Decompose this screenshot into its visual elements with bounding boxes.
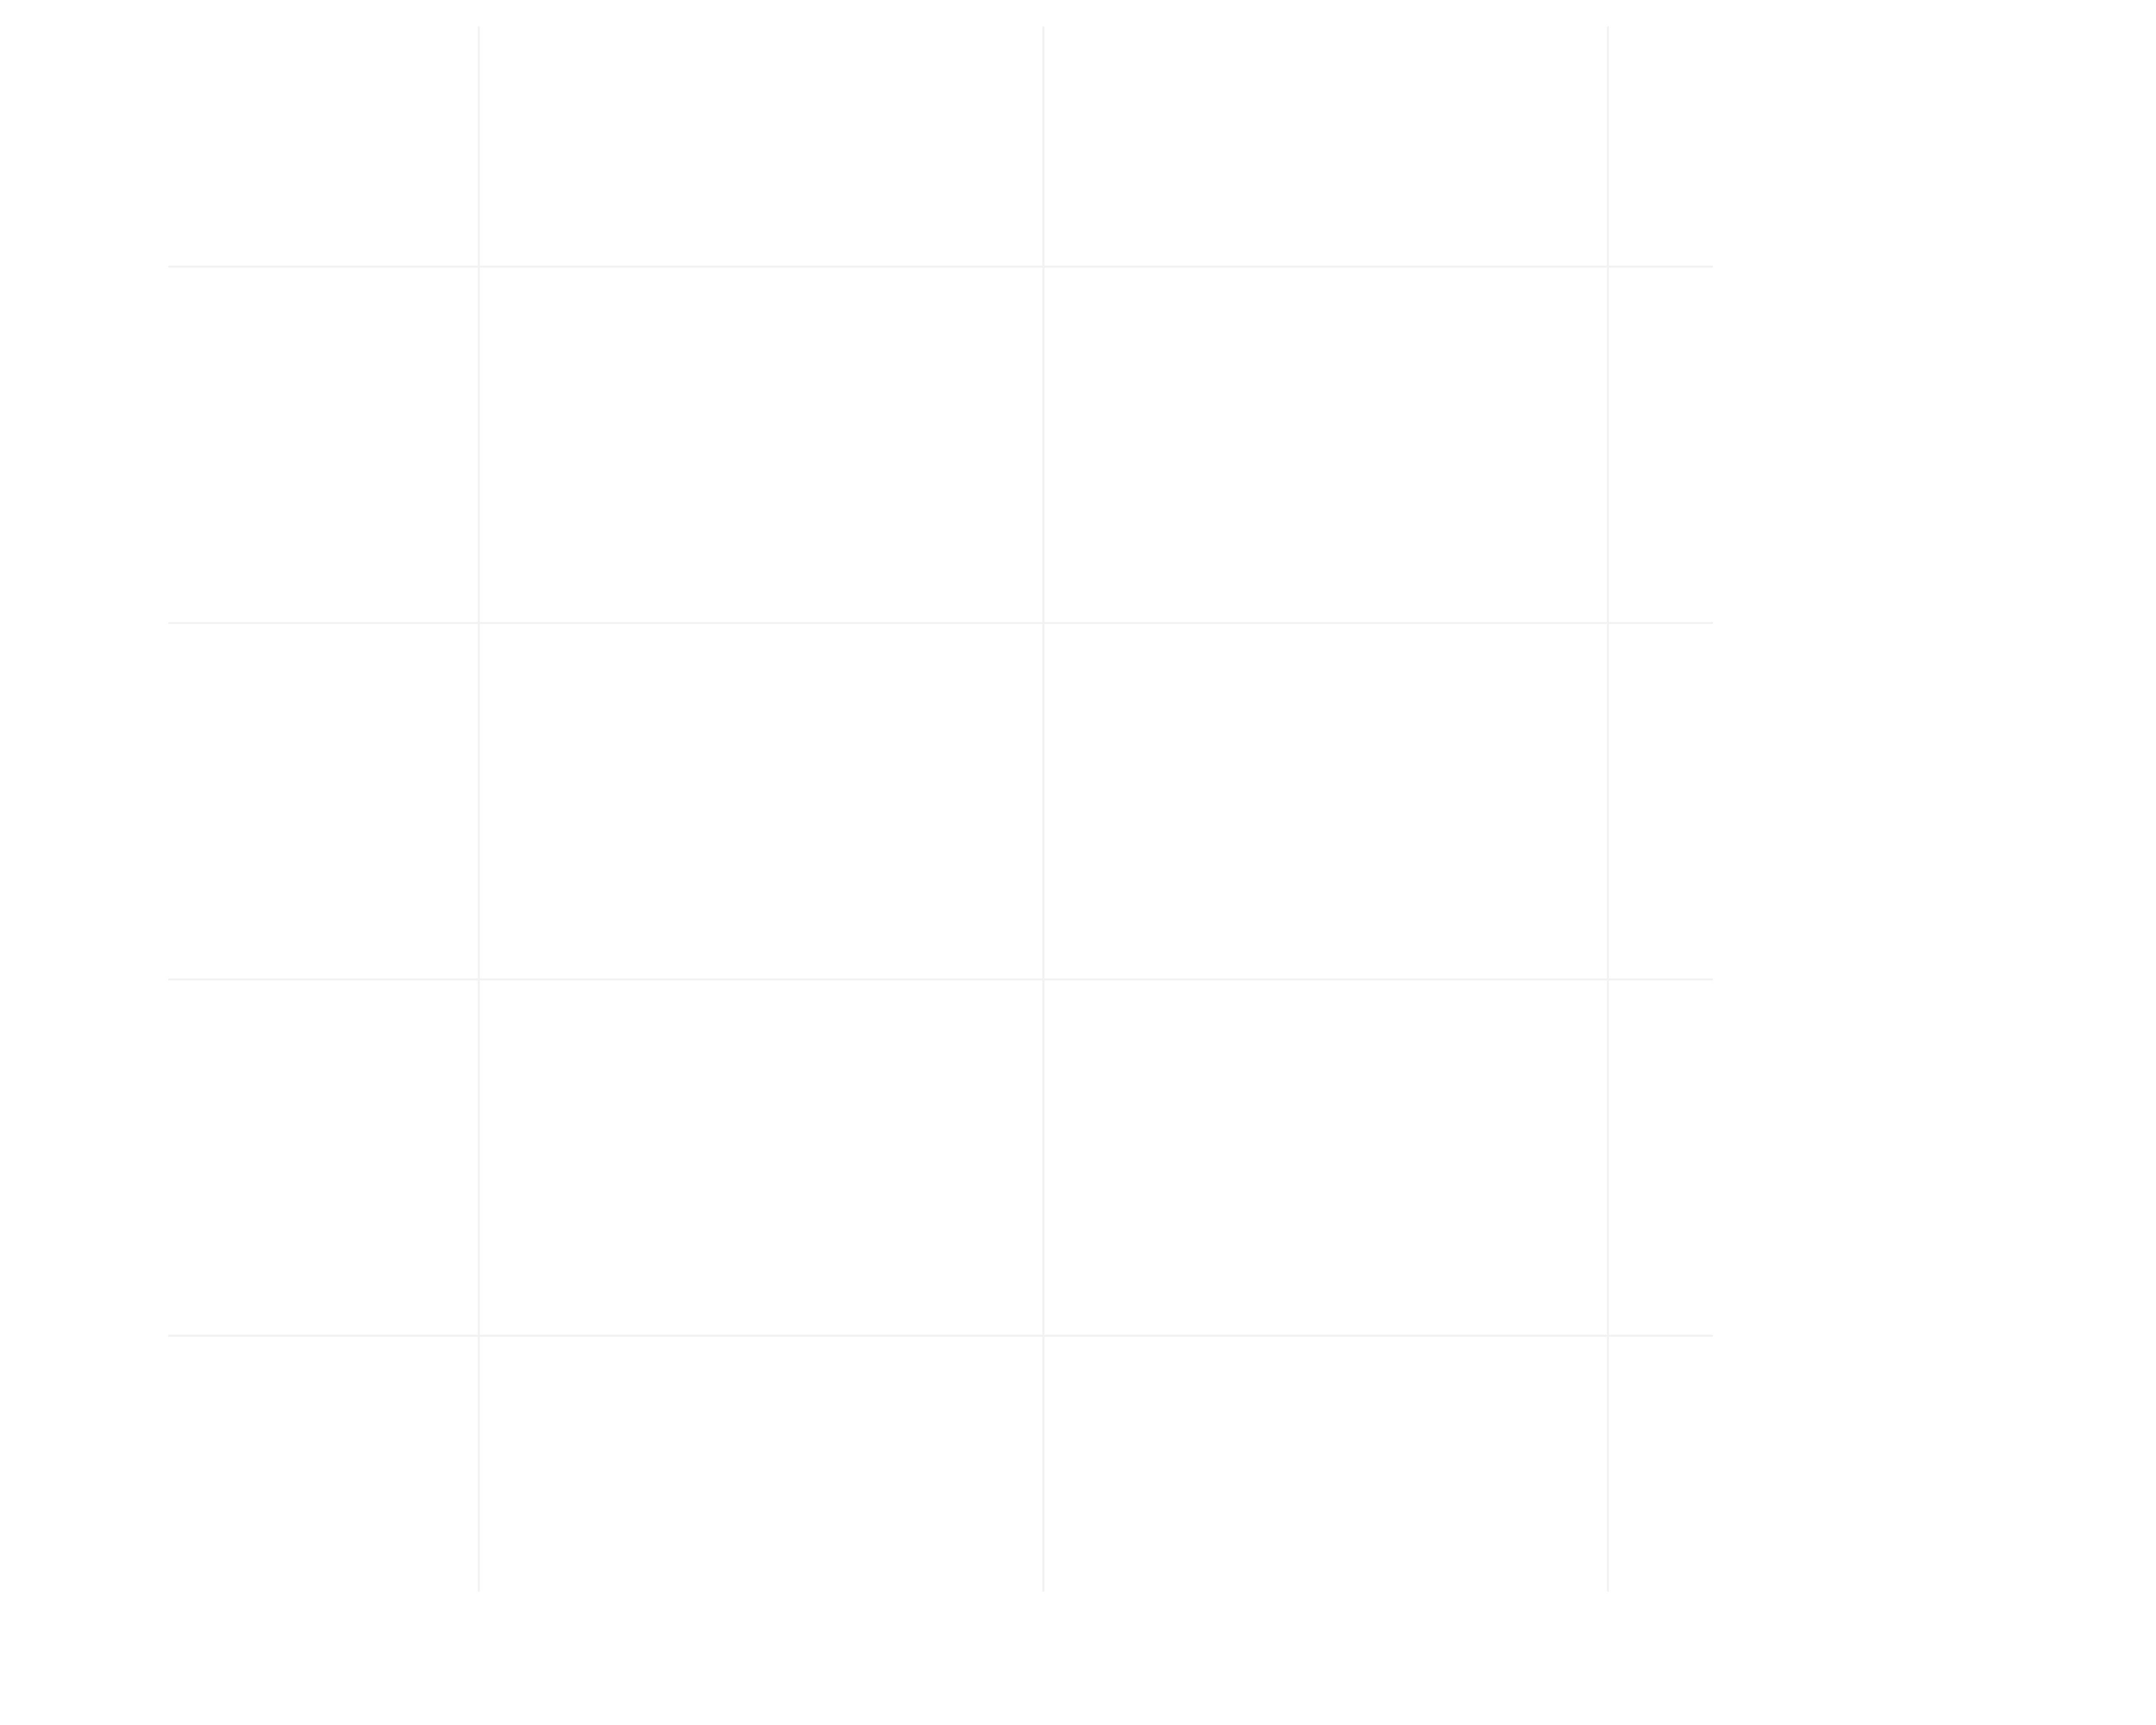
left-panel-background	[168, 26, 1713, 1592]
minor-gridlines	[168, 26, 1713, 1592]
left-panel	[168, 26, 1713, 1592]
